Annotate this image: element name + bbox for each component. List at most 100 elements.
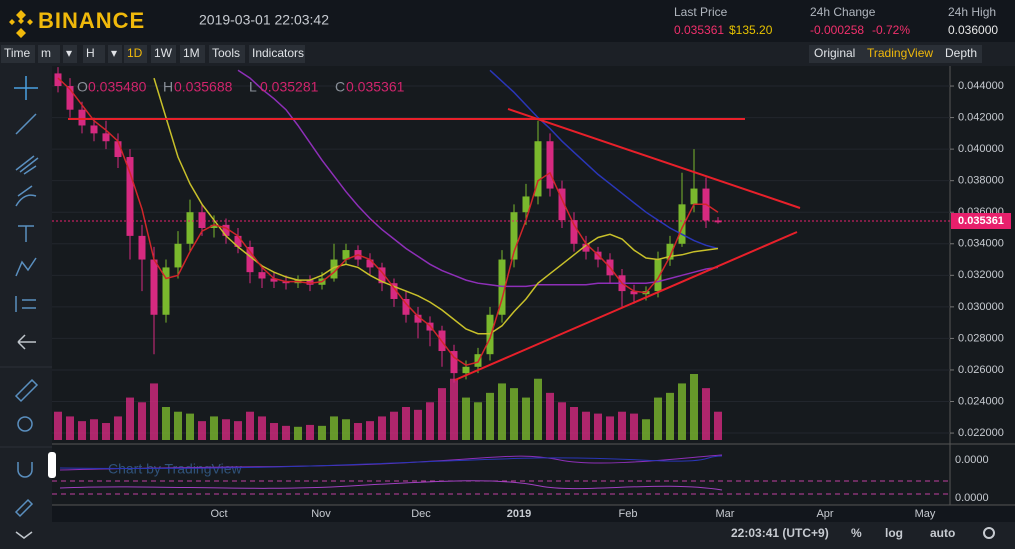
triangle-lower[interactable] [454, 231, 798, 381]
volume-bar [306, 424, 314, 440]
legend-key: H [163, 79, 173, 95]
volume-bar [366, 421, 374, 440]
candle-body [174, 243, 182, 268]
back-tool[interactable] [17, 334, 36, 350]
edit-tool[interactable] [14, 498, 34, 518]
volume-bar [498, 383, 506, 440]
datetime: 2019-03-01 22:03:42 [199, 12, 329, 28]
fib-tool[interactable] [15, 155, 39, 175]
toolbar-button[interactable] [940, 45, 982, 63]
volume-bar [582, 411, 590, 440]
toolbar-label[interactable]: ▾ [66, 46, 72, 60]
legend-value: 0.035281 [260, 79, 319, 95]
candle-body [630, 291, 638, 295]
volume-bar [186, 413, 194, 440]
settings-button[interactable] [983, 527, 995, 539]
candle-body [330, 259, 338, 279]
candle-body [126, 157, 134, 236]
candle-body [258, 272, 266, 279]
candle-body [138, 235, 146, 260]
candle-body [366, 259, 374, 268]
y-tick-label: 0.022000 [958, 427, 1004, 439]
stat-value: -0.72% [872, 23, 910, 37]
toolbar-button[interactable] [124, 45, 147, 63]
candle-body [150, 259, 158, 315]
toolbar-button[interactable] [809, 45, 864, 63]
toolbar-button[interactable] [83, 45, 105, 63]
candle-body [534, 141, 542, 197]
triangle-upper[interactable] [507, 108, 801, 209]
toolbar-button[interactable] [151, 45, 176, 63]
macd-line [59, 454, 723, 471]
toolbar-button[interactable] [180, 45, 205, 63]
panel-handle[interactable] [48, 452, 56, 478]
volume-bar [510, 388, 518, 440]
y-tick-label: 0.032000 [958, 269, 1004, 281]
candle-body [498, 259, 506, 315]
toolbar-label[interactable]: Indicators [252, 46, 304, 60]
y-tick-label: 0.030000 [958, 301, 1004, 313]
footer-button[interactable]: log [885, 526, 903, 540]
candle-body [342, 250, 350, 260]
text-tool[interactable] [18, 225, 34, 242]
toolbar-button[interactable] [1, 45, 35, 63]
toolbar-button[interactable] [209, 45, 245, 63]
measure-tool[interactable] [15, 296, 36, 312]
toolbar-label[interactable]: Time [4, 46, 31, 60]
x-axis-label: Mar [716, 508, 735, 520]
brush-tool[interactable] [15, 185, 37, 207]
y-tick-label: 0.038000 [958, 175, 1004, 187]
toolbar-label[interactable]: ▾ [111, 46, 117, 60]
stat-value: 0.035361 [674, 23, 724, 37]
toolbar-label[interactable]: 1M [183, 46, 200, 60]
candle-body [666, 243, 674, 260]
volume-bar [702, 388, 710, 440]
volume-bar [78, 421, 86, 440]
candle-body [114, 141, 122, 158]
ruler-tool[interactable] [14, 378, 39, 403]
toolbar-button[interactable] [63, 45, 77, 63]
volume-bar [690, 374, 698, 440]
zoom-tool[interactable] [17, 416, 33, 432]
volume-bar [378, 416, 386, 440]
volume-bar [390, 411, 398, 440]
moving-average [57, 77, 719, 367]
x-axis: Oct Nov Dec 2019 Feb Mar Apr May [210, 508, 935, 520]
toolbar-label[interactable]: 1D [127, 46, 143, 60]
stat-label: Last Price [674, 5, 728, 19]
toolbar-button[interactable] [249, 45, 305, 63]
toolbar-label[interactable]: TradingView [867, 46, 933, 60]
crosshair-tool[interactable] [14, 76, 38, 100]
footer-button[interactable]: % [851, 526, 862, 540]
toolbar-label[interactable]: Tools [212, 46, 240, 60]
volume-bar [246, 411, 254, 440]
toolbar-button[interactable] [108, 45, 122, 63]
volume-bar [558, 402, 566, 440]
candle-body [654, 259, 662, 292]
legend-key: L [249, 79, 257, 95]
volume-bar [486, 392, 494, 440]
x-axis-label: Oct [210, 508, 227, 520]
candle-body [462, 366, 470, 374]
toolbar-label[interactable]: Depth [945, 46, 977, 60]
volume-bar [150, 383, 158, 440]
toolbar-button[interactable] [38, 45, 60, 63]
toolbar-label[interactable]: H [86, 46, 95, 60]
toolbar-label[interactable]: Original [814, 46, 855, 60]
price-axis [950, 66, 1015, 505]
stat-value: $135.20 [729, 23, 773, 37]
toolbar-label[interactable]: 1W [154, 46, 173, 60]
toolbar-button[interactable] [862, 45, 940, 63]
candle-body [222, 224, 230, 236]
candle-body [390, 283, 398, 299]
pattern-tool[interactable] [15, 257, 37, 277]
toolbar-label[interactable]: m [41, 46, 51, 60]
volume-bar [66, 416, 74, 440]
collapse-tool[interactable] [15, 531, 33, 539]
volume-bar [678, 383, 686, 440]
magnet-tool[interactable] [17, 462, 33, 478]
footer-button[interactable]: auto [930, 526, 955, 540]
trend-tool[interactable] [15, 113, 37, 135]
candle-body [546, 141, 554, 189]
candle-body [270, 278, 278, 282]
